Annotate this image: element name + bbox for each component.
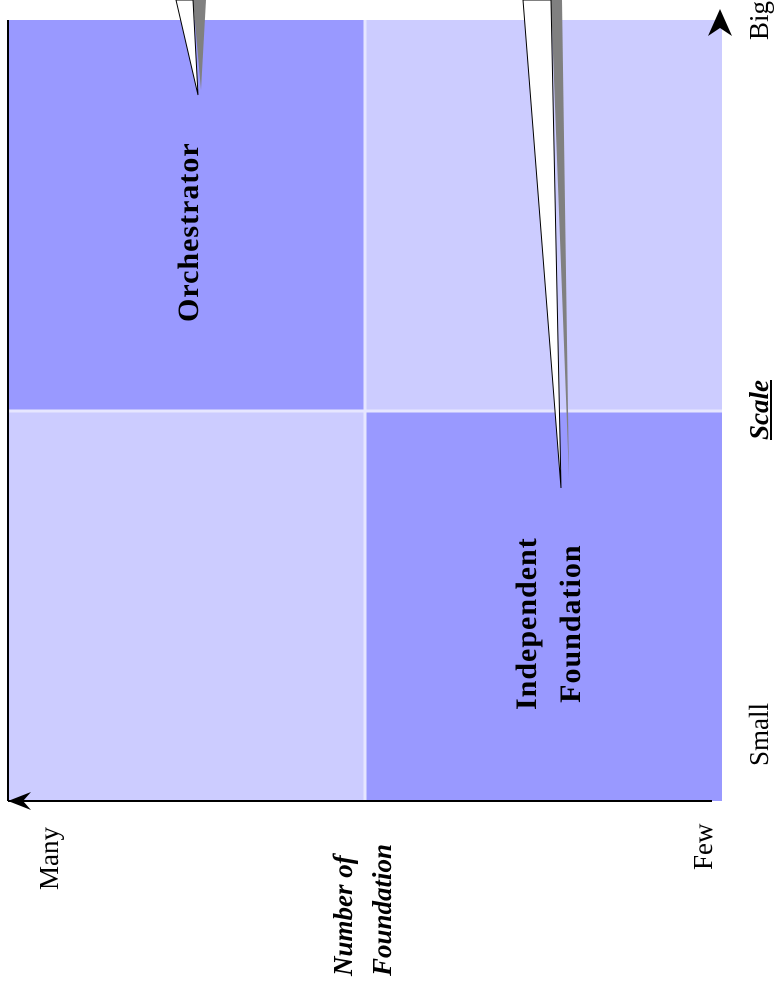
scale-axis-high-label: Big (744, 0, 774, 40)
orchestrator-callout (175, 0, 199, 96)
quadrant-orchestrator (8, 20, 365, 411)
orchestrator-label: Orchestrator (172, 142, 205, 322)
scale-axis-arrowhead (708, 9, 732, 36)
scale-axis-title: Scale (744, 380, 774, 440)
count-axis-title-line2: Foundation (367, 843, 398, 976)
independent-foundation-line1: Independent (510, 537, 543, 710)
independent-foundation-label: Independent Foundation (505, 537, 592, 710)
independent-callout-shadow (551, 0, 569, 478)
count-axis-high-label: Many (34, 827, 64, 890)
scale-axis-low-label: Small (744, 702, 774, 766)
quadrant-bottom-left (8, 411, 365, 801)
independent-callout (522, 0, 562, 489)
quadrant-independent-foundation (365, 411, 722, 801)
count-axis-title-line1: Number of (328, 855, 358, 976)
count-axis-title: Number of Foundation (324, 844, 402, 976)
orchestrator-callout-shadow (193, 0, 206, 90)
count-axis-low-label: Few (688, 823, 718, 871)
count-axis-arrowhead (8, 792, 31, 810)
independent-foundation-line2: Foundation (553, 544, 587, 703)
